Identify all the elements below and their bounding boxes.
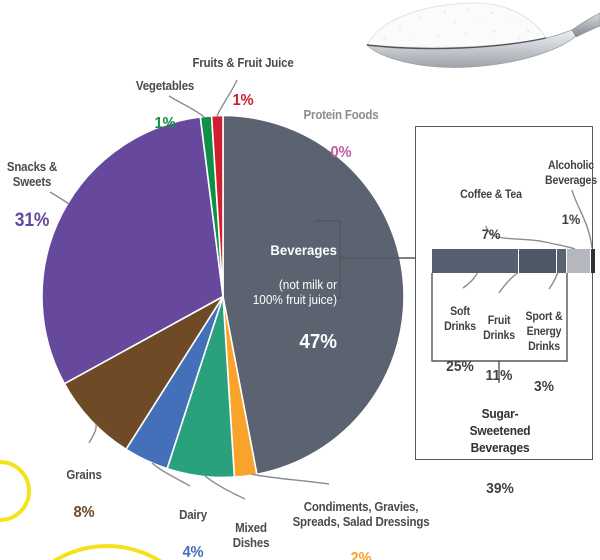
yellow-ring-bottom <box>52 544 162 560</box>
bar-segment-soft_drinks <box>432 249 519 273</box>
label-alcoholic-beverages-pct: 1% <box>561 211 581 228</box>
label-sport-energy-drinks: Sport & Energy Drinks 3% <box>526 290 563 417</box>
label-coffee-tea-pct: 7% <box>481 225 501 242</box>
bar-segment-coffee_tea <box>567 249 592 273</box>
label-snacks-sweets-pct: 31% <box>14 210 50 232</box>
label-condiments-name: Condiments, Gravies, Spreads, Salad Dres… <box>292 499 430 529</box>
label-condiments: Condiments, Gravies, Spreads, Salad Dres… <box>293 481 430 560</box>
label-soft-drinks-name: Soft Drinks <box>444 306 476 334</box>
leader-fruits <box>216 79 238 117</box>
label-soft-drinks-pct: 25% <box>446 358 474 376</box>
label-protein-foods-name: Protein Foods <box>303 107 379 122</box>
label-sugar-sweetened-total-pct: 39% <box>486 479 514 497</box>
label-dairy-pct: 4% <box>182 543 204 560</box>
label-beverages: Beverages (not milk or 100% fruit juice)… <box>205 223 337 374</box>
sugar-sweetened-panel <box>415 126 593 460</box>
label-fruit-drinks-name: Fruit Drinks <box>483 315 515 343</box>
label-vegetables-pct: 1% <box>154 114 176 132</box>
leader-grains <box>88 423 97 444</box>
bar-segment-alcoholic <box>591 249 595 273</box>
pie-slice-grains <box>63 295 224 451</box>
label-sugar-sweetened-total: Sugar-Sweetened Beverages 39% <box>454 386 546 518</box>
bar-segment-fruit_drinks <box>518 249 557 273</box>
leader-alcoholic <box>571 189 593 249</box>
label-coffee-tea-name: Coffee & Tea <box>460 189 522 202</box>
beverages-stacked-bar <box>432 249 595 273</box>
label-soft-drinks: Soft Drinks 25% <box>444 285 476 397</box>
label-dairy-name: Dairy <box>179 507 207 522</box>
label-dairy: Dairy 4% <box>179 489 207 560</box>
label-fruits-pct: 1% <box>232 91 254 109</box>
label-mixed-dishes: Mixed Dishes 6% <box>233 502 270 560</box>
spoon-rim-line <box>366 37 547 50</box>
label-protein-foods-pct: 0% <box>330 143 352 161</box>
leader-dairy <box>151 462 191 487</box>
leader-coffee <box>485 225 576 250</box>
label-alcoholic-beverages-name: Alcoholic Beverages <box>545 160 597 188</box>
yellow-ring-decorations <box>0 460 162 560</box>
label-sport-energy-drinks-name: Sport & Energy Drinks <box>525 311 563 353</box>
label-fruits: Fruits & Fruit Juice 1% <box>192 37 293 129</box>
label-alcoholic-beverages: Alcoholic Beverages 1% <box>545 139 597 250</box>
pie <box>41 114 405 479</box>
label-sport-energy-drinks-pct: 3% <box>534 378 554 396</box>
yellow-ring-left <box>0 460 31 522</box>
pie-slice-beverages <box>222 114 405 476</box>
label-snacks-sweets-name: Snacks & Sweets <box>6 159 58 189</box>
spoon-handle <box>571 12 600 38</box>
sugar-mound <box>366 2 547 48</box>
leader-condiments <box>250 473 330 485</box>
sugar-spoon-illustration <box>365 2 600 68</box>
label-beverages-name: Beverages <box>270 242 337 259</box>
label-grains-name: Grains <box>66 467 102 482</box>
label-beverages-pct: 47% <box>299 331 337 354</box>
bar-segment-sport_energy <box>556 249 568 273</box>
label-fruits-name: Fruits & Fruit Juice <box>192 55 294 70</box>
label-vegetables-name: Vegetables <box>135 78 195 93</box>
leader-snacks <box>49 191 70 205</box>
label-grains: Grains 8% <box>66 449 102 541</box>
leader-mixed <box>203 474 246 500</box>
label-vegetables: Vegetables 1% <box>136 60 194 152</box>
label-snacks-sweets: Snacks & Sweets 31% <box>7 141 57 252</box>
label-grains-pct: 8% <box>73 503 95 521</box>
label-fruit-drinks: Fruit Drinks 11% <box>483 294 515 406</box>
label-condiments-pct: 2% <box>350 550 372 560</box>
label-coffee-tea: Coffee & Tea 7% <box>460 168 522 264</box>
label-fruit-drinks-pct: 11% <box>485 367 513 385</box>
label-sugar-sweetened-total-name: Sugar-Sweetened Beverages <box>469 406 531 455</box>
label-beverages-subtext: (not milk or 100% fruit juice) <box>252 278 337 308</box>
label-protein-foods: Protein Foods 0% <box>304 89 379 181</box>
pie-slice-snacks_sweets <box>41 116 224 385</box>
sugar-speckles <box>384 8 530 41</box>
label-mixed-dishes-name: Mixed Dishes <box>232 520 270 550</box>
beverages-bracket <box>315 220 341 299</box>
leader-vegetables <box>168 95 205 118</box>
brackets <box>315 220 568 383</box>
